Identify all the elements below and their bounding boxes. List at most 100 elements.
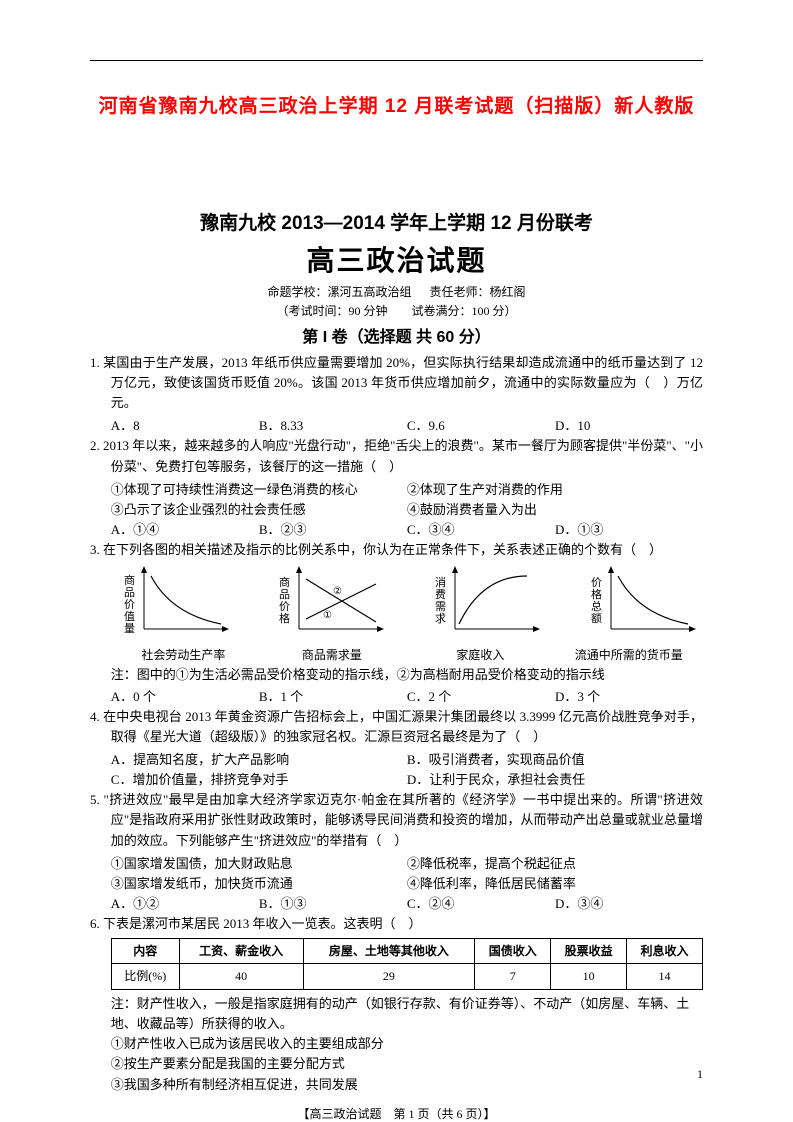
td-4: 14 <box>627 964 703 990</box>
svg-text:价: 价 <box>124 598 135 611</box>
td-2: 7 <box>475 964 551 990</box>
chart-4: 价 格 总 额 <box>583 564 703 644</box>
q1-num: 1. <box>90 355 100 370</box>
q4-text: 在中央电视台 2013 年黄金资源广告招标会上，中国汇源果汁集团最终以 3.39… <box>103 709 703 744</box>
q1-options: A．8 B．8.33 C．9.6 D．10 <box>90 415 703 434</box>
q1-text: 某国由于生产发展，2013 年纸币供应量需要增加 20%，但实际执行结果却造成流… <box>103 355 703 410</box>
top-rule <box>90 60 703 61</box>
q3-opt-d: D．3 个 <box>555 686 703 705</box>
svg-text:格: 格 <box>591 587 602 601</box>
svg-text:②: ② <box>333 586 342 597</box>
chart1-xlabel: 社会劳动生产率 <box>109 646 257 663</box>
meta-score: 试卷满分：100 分） <box>412 304 517 318</box>
q2-opt-b: B．②③ <box>259 519 407 538</box>
q1-opt-a: A．8 <box>111 415 259 434</box>
q6-s1: ①财产性收入已成为该居民收入的主要组成部分 <box>90 1034 703 1054</box>
th-3: 国债收入 <box>475 938 551 964</box>
th-1: 工资、薪金收入 <box>179 938 303 964</box>
q3-options: A．0 个 B．1 个 C．2 个 D．3 个 <box>90 686 703 705</box>
q5-statements-1: ①国家增发国债，加大财政贴息 ②降低税率，提高个税起征点 <box>90 853 703 872</box>
chart-2: ② ① 商 品 价 格 <box>271 564 391 644</box>
q3-num: 3. <box>90 542 100 557</box>
q4-opt-b: B．吸引消费者，实现商品价值 <box>407 749 703 768</box>
q5-text: "挤进效应"最早是由加拿大经济学家迈克尔·帕金在其所著的《经济学》一书中提出来的… <box>103 792 703 847</box>
q3-note: 注：图中的①为生活必需品受价格变动的指示线，②为高档耐用品受价格变动的指示线 <box>90 665 703 685</box>
q2-options: A．①④ B．②③ C．③④ D．①③ <box>90 519 703 538</box>
q2-opt-a: A．①④ <box>111 519 259 538</box>
q2-num: 2. <box>90 438 100 453</box>
meta-line-2: （考试时间：90 分钟 试卷满分：100 分） <box>90 302 703 319</box>
svg-text:消: 消 <box>435 575 446 589</box>
meta-school: 命题学校：漯河五高政治组 <box>267 285 411 299</box>
table-data-row: 比例(%) 40 29 7 10 14 <box>111 964 702 990</box>
q4-opt-a: A．提高知名度，扩大产品影响 <box>111 749 407 768</box>
q3-opt-c: C．2 个 <box>407 686 555 705</box>
meta-time: （考试时间：90 分钟 <box>276 304 387 318</box>
chart-3: 消 费 需 求 <box>427 564 547 644</box>
meta-teacher: 责任老师：杨红阁 <box>430 285 526 299</box>
question-2: 2. 2013 年以来，越来越多的人响应"光盘行动"，拒绝"舌尖上的浪费"。某市… <box>90 436 703 476</box>
q3-opt-b: B．1 个 <box>259 686 407 705</box>
q2-statements-2: ③凸示了该企业强烈的社会责任感 ④鼓励消费者量入为出 <box>90 499 703 518</box>
td-0: 40 <box>179 964 303 990</box>
svg-text:品: 品 <box>124 586 135 599</box>
question-5: 5. "挤进效应"最早是由加拿大经济学家迈克尔·帕金在其所著的《经济学》一书中提… <box>90 790 703 850</box>
q4-opt-c: C．增加价值量，排挤竞争对手 <box>111 769 407 788</box>
td-3: 10 <box>551 964 627 990</box>
q2-s4: ④鼓励消费者量入为出 <box>407 499 703 518</box>
exam-page: 河南省豫南九校高三政治上学期 12 月联考试题（扫描版）新人教版 豫南九校 20… <box>0 0 793 1122</box>
question-4: 4. 在中央电视台 2013 年黄金资源广告招标会上，中国汇源果汁集团最终以 3… <box>90 707 703 747</box>
page-footer: 【高三政治试题 第 1 页（共 6 页）】 <box>90 1105 703 1122</box>
svg-text:费: 费 <box>435 588 446 601</box>
q2-opt-d: D．①③ <box>555 519 703 538</box>
th-2: 房屋、土地等其他收入 <box>303 938 475 964</box>
q5-s1: ①国家增发国债，加大财政贴息 <box>111 853 407 872</box>
svg-text:值: 值 <box>124 610 135 623</box>
svg-text:价: 价 <box>591 576 602 589</box>
q5-opt-a: A．①② <box>111 893 259 912</box>
q5-opt-b: B．①③ <box>259 893 407 912</box>
q1-opt-c: C．9.6 <box>407 415 555 434</box>
q3-charts: 商 品 价 值 量 ② ① 商 品 价 格 消 <box>90 564 703 644</box>
q4-opt-d: D．让利于民众，承担社会责任 <box>407 769 703 788</box>
table-header-row: 内容 工资、薪金收入 房屋、土地等其他收入 国债收入 股票收益 利息收入 <box>111 938 702 964</box>
q5-statements-2: ③国家增发纸币，加快货币流通 ④降低利率，降低居民储蓄率 <box>90 873 703 892</box>
q3-opt-a: A．0 个 <box>111 686 259 705</box>
q4-num: 4. <box>90 709 100 724</box>
q6-num: 6. <box>90 916 100 931</box>
q6-text: 下表是漯河市某居民 2013 年收入一览表。这表明（ ） <box>103 916 422 931</box>
q5-s2: ②降低税率，提高个税起征点 <box>407 853 703 872</box>
q5-options: A．①② B．①③ C．②④ D．③④ <box>90 893 703 912</box>
q5-num: 5. <box>90 792 100 807</box>
th-4: 股票收益 <box>551 938 627 964</box>
svg-text:品: 品 <box>279 588 290 601</box>
q1-opt-b: B．8.33 <box>259 415 407 434</box>
q3-text: 在下列各图的相关描述及指示的比例关系中，你认为在正常条件下，关系表述正确的个数有… <box>103 542 662 557</box>
meta-line-1: 命题学校：漯河五高政治组 责任老师：杨红阁 <box>90 283 703 300</box>
q6-table-wrap: 内容 工资、薪金收入 房屋、土地等其他收入 国债收入 股票收益 利息收入 比例(… <box>90 938 703 990</box>
q2-opt-c: C．③④ <box>407 519 555 538</box>
question-1: 1. 某国由于生产发展，2013 年纸币供应量需要增加 20%，但实际执行结果却… <box>90 353 703 413</box>
chart2-xlabel: 商品需求量 <box>258 646 406 663</box>
svg-text:额: 额 <box>591 612 602 625</box>
q2-s3: ③凸示了该企业强烈的社会责任感 <box>111 499 407 518</box>
chart-1: 商 品 价 值 量 <box>116 564 236 644</box>
exam-title: 高三政治试题 <box>90 239 703 279</box>
td-1: 29 <box>303 964 475 990</box>
document-title: 河南省豫南九校高三政治上学期 12 月联考试题（扫描版）新人教版 <box>90 91 703 118</box>
q2-text: 2013 年以来，越来越多的人响应"光盘行动"，拒绝"舌尖上的浪费"。某市一餐厅… <box>103 438 703 473</box>
svg-text:求: 求 <box>435 612 446 625</box>
section-header: 第 I 卷（选择题 共 60 分） <box>90 323 703 347</box>
question-6: 6. 下表是漯河市某居民 2013 年收入一览表。这表明（ ） <box>90 914 703 934</box>
svg-text:格: 格 <box>279 611 290 625</box>
q6-s2: ②按生产要素分配是我国的主要分配方式 <box>90 1054 703 1074</box>
chart1-ylabel-1: 商 <box>124 573 135 587</box>
svg-text:需: 需 <box>435 600 446 613</box>
svg-text:①: ① <box>323 610 332 621</box>
q5-opt-d: D．③④ <box>555 893 703 912</box>
td-label: 比例(%) <box>111 964 179 990</box>
q6-s3: ③我国多种所有制经济相互促进，共同发展 <box>90 1075 703 1095</box>
q4-opts-row1: A．提高知名度，扩大产品影响 B．吸引消费者，实现商品价值 <box>90 749 703 768</box>
q5-opt-c: C．②④ <box>407 893 555 912</box>
q1-opt-d: D．10 <box>555 415 703 434</box>
